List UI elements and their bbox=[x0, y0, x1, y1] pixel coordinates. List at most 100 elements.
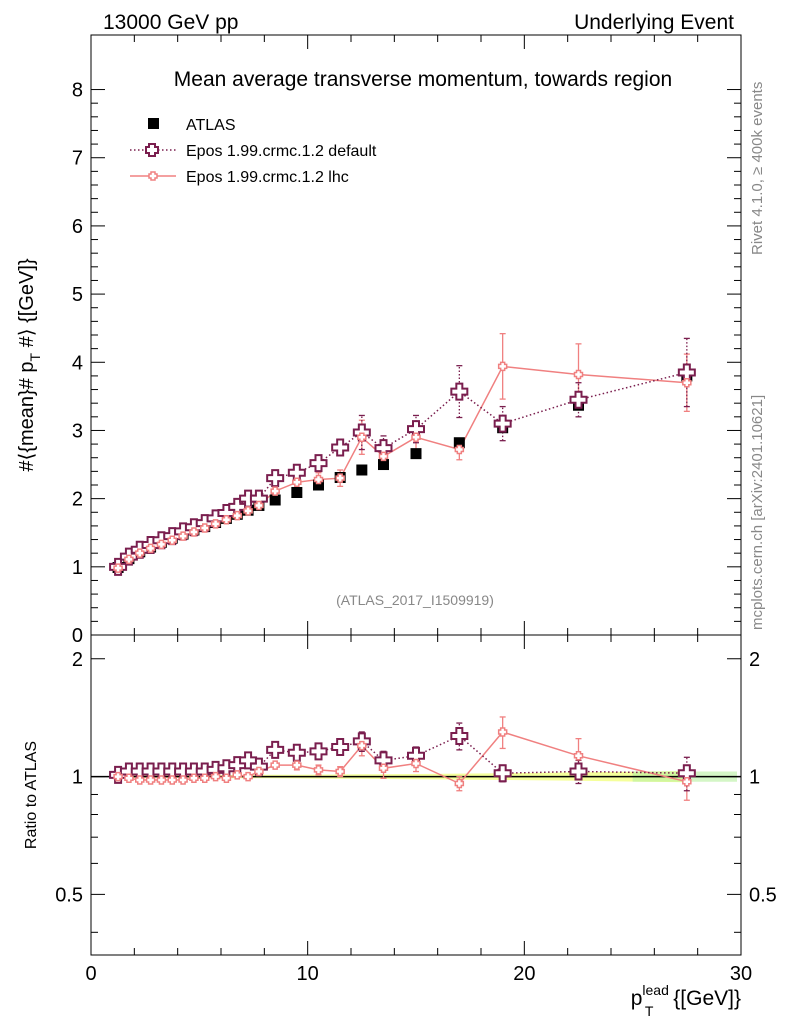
ratio-lhc-point bbox=[682, 776, 692, 787]
atlas-point bbox=[356, 464, 368, 476]
main-y-axis: 0 1 2 3 4 5 6 7 8 bbox=[72, 80, 741, 647]
atlas-point bbox=[269, 494, 281, 506]
ratio-lhc-point bbox=[313, 765, 324, 775]
y-label-sub: T bbox=[27, 352, 43, 361]
atlas-point bbox=[410, 448, 422, 460]
lhc-point bbox=[270, 486, 280, 496]
lhc-point bbox=[232, 510, 242, 521]
ratio-lhc-point bbox=[270, 760, 280, 770]
legend-marker-lhc bbox=[148, 171, 158, 181]
ratio-lhc-point bbox=[232, 770, 242, 780]
ratio-lhc-point bbox=[124, 773, 134, 784]
ratio-y-axis: 0.5 0.5 1 1 2 2 bbox=[55, 649, 777, 933]
ratio-lhc-point bbox=[357, 740, 367, 751]
x-label-sup: lead bbox=[642, 982, 668, 998]
legend-marker-atlas bbox=[148, 118, 159, 129]
ratio-uncertainty-band bbox=[91, 771, 741, 783]
lhc-point bbox=[411, 432, 421, 443]
x-label-p: p bbox=[631, 987, 643, 1010]
ratio-lhc-point bbox=[135, 775, 145, 785]
ratio-lhc-point bbox=[113, 771, 123, 782]
ratio-default-point bbox=[309, 742, 328, 761]
default-point bbox=[331, 438, 350, 457]
main-ytick-label: 1 bbox=[72, 557, 83, 579]
ratio-ytick-label-left: 2 bbox=[72, 649, 83, 671]
ratio-ytick-label-left: 1 bbox=[72, 767, 83, 789]
ratio-ytick-label-right: 2 bbox=[749, 649, 760, 671]
default-point bbox=[352, 423, 371, 442]
lhc-point bbox=[178, 531, 188, 541]
default-line bbox=[117, 371, 687, 568]
default-point bbox=[569, 390, 588, 409]
ratio-x-axis: 0 10 20 30 bbox=[85, 635, 752, 985]
ratio-ytick-label-right: 1 bbox=[749, 767, 760, 789]
legend-label-lhc: Epos 1.99.crmc.1.2 lhc bbox=[186, 169, 349, 186]
lhc-point bbox=[167, 535, 177, 545]
chart-title: Mean average transverse momentum, toward… bbox=[174, 68, 672, 91]
ratio-default-point bbox=[266, 740, 285, 759]
default-point bbox=[450, 382, 469, 401]
ratio-lhc-point bbox=[497, 727, 508, 737]
lhc-point bbox=[357, 432, 367, 443]
lhc-point bbox=[124, 554, 134, 565]
ratio-default-point bbox=[493, 764, 512, 783]
ratio-xtick-label: 10 bbox=[297, 963, 319, 985]
default-point bbox=[493, 414, 512, 433]
lhc-point bbox=[313, 474, 324, 485]
ratio-lhc-point bbox=[178, 775, 188, 785]
lhc-point bbox=[254, 500, 264, 511]
default-point bbox=[266, 469, 285, 488]
lhc-point bbox=[200, 523, 210, 533]
main-ytick-label: 0 bbox=[72, 625, 83, 647]
analysis-watermark: (ATLAS_2017_I1509919) bbox=[336, 592, 494, 608]
ratio-default-point bbox=[287, 743, 306, 762]
ratio-lhc-point bbox=[210, 771, 221, 782]
ratio-lhc-point bbox=[573, 751, 584, 761]
ratio-lhc-point bbox=[189, 773, 199, 784]
main-data bbox=[109, 332, 696, 576]
default-point bbox=[309, 454, 328, 473]
legend-label-atlas: ATLAS bbox=[186, 117, 236, 134]
y-label-b: #⟩ {[GeV]} bbox=[16, 258, 38, 353]
side-label-mcplots: mcplots.cern.ch [arXiv:2401.10621] bbox=[749, 395, 766, 630]
lhc-point bbox=[292, 477, 302, 488]
lhc-point bbox=[135, 548, 145, 558]
lhc-point bbox=[573, 369, 584, 380]
atlas-point bbox=[313, 479, 324, 491]
ratio-lhc-point bbox=[167, 775, 177, 785]
lhc-point bbox=[145, 543, 156, 554]
lhc-point bbox=[189, 527, 199, 537]
lhc-point bbox=[210, 519, 221, 529]
ratio-default-point bbox=[450, 726, 469, 745]
ratio-frame bbox=[90, 634, 742, 956]
side-label-rivet: Rivet 4.1.0, ≥ 400k events bbox=[749, 82, 766, 255]
main-ytick-label: 7 bbox=[72, 148, 83, 170]
lhc-point bbox=[682, 377, 692, 388]
x-label-sub: T bbox=[645, 1003, 654, 1019]
lhc-point bbox=[335, 473, 345, 483]
main-ytick-label: 3 bbox=[72, 420, 83, 442]
ratio-lhc-point bbox=[156, 775, 167, 785]
ratio-lhc-point bbox=[378, 763, 389, 774]
main-y-axis-label: #⟨{mean}# pT #⟩ {[GeV]} bbox=[16, 258, 43, 472]
ratio-lhc-point bbox=[254, 766, 264, 777]
ratio-lhc-point bbox=[454, 778, 465, 789]
main-ytick-label: 5 bbox=[72, 284, 83, 306]
main-ytick-label: 4 bbox=[72, 352, 83, 374]
ratio-xtick-label: 20 bbox=[513, 963, 535, 985]
ratio-lhc-point bbox=[243, 771, 253, 782]
lhc-line bbox=[117, 365, 687, 569]
main-ytick-label: 2 bbox=[72, 489, 83, 511]
ratio-ytick-label-left: 0.5 bbox=[55, 884, 83, 906]
main-ytick-label: 8 bbox=[72, 80, 83, 102]
atlas-point bbox=[453, 437, 465, 449]
x-label-rest: {[GeV]} bbox=[667, 987, 741, 1010]
lhc-point bbox=[221, 515, 232, 525]
header-right: Underlying Event bbox=[574, 11, 734, 34]
header-left: 13000 GeV pp bbox=[103, 11, 238, 34]
y-label-a: #⟨{mean}# p bbox=[16, 361, 38, 471]
lhc-point bbox=[156, 539, 167, 550]
lhc-point bbox=[454, 444, 465, 455]
lhc-point bbox=[243, 506, 253, 516]
